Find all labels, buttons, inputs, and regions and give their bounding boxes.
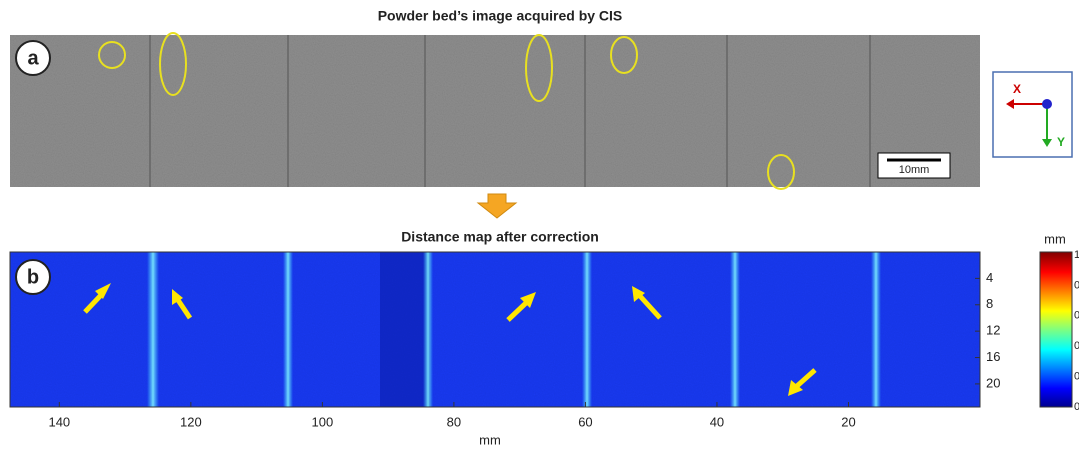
y-tick-label: 16 bbox=[986, 349, 1000, 364]
powder-bed-image bbox=[10, 32, 980, 190]
panel-b-label: b bbox=[27, 266, 39, 288]
panel-b-title: Distance map after correction bbox=[401, 229, 599, 245]
panel-a-label: a bbox=[27, 47, 39, 69]
colorbar-tick-label: 0 bbox=[1074, 401, 1079, 413]
scale-bar-label: 10mm bbox=[899, 164, 930, 176]
x-tick-label: 120 bbox=[180, 414, 202, 429]
x-tick-label: 60 bbox=[578, 414, 592, 429]
x-tick-label: 80 bbox=[447, 414, 461, 429]
colorbar-tick-label: 0 bbox=[1074, 371, 1079, 383]
x-tick-label: 100 bbox=[312, 414, 334, 429]
x-tick-label: 20 bbox=[841, 414, 855, 429]
colorbar-tick-label: 0 bbox=[1074, 279, 1079, 291]
x-tick-label: 140 bbox=[48, 414, 70, 429]
y-tick-label: 8 bbox=[986, 296, 993, 311]
axes-indicator bbox=[992, 71, 1073, 158]
x-direction-label: X bbox=[1013, 82, 1021, 96]
panel-a-title: Powder bed’s image acquired by CIS bbox=[378, 8, 623, 24]
panel-badge bbox=[15, 259, 51, 295]
colorbar-tick-label: 1 bbox=[1074, 249, 1079, 261]
y-tick-label: 12 bbox=[986, 323, 1000, 338]
colorbar-tick-label: 0 bbox=[1074, 310, 1079, 322]
y-tick-label: 20 bbox=[986, 375, 1000, 390]
colorbar-tick-label: 0 bbox=[1074, 340, 1079, 352]
colorbar-label: mm bbox=[1044, 231, 1066, 246]
flow-arrow bbox=[476, 193, 518, 219]
x-tick-label: 40 bbox=[710, 414, 724, 429]
y-tick-label: 4 bbox=[986, 270, 993, 285]
colorbar bbox=[1039, 251, 1073, 408]
panel-badge bbox=[15, 40, 51, 76]
distance-map bbox=[9, 251, 981, 408]
x-axis-label: mm bbox=[479, 432, 501, 447]
y-direction-label: Y bbox=[1057, 135, 1065, 149]
